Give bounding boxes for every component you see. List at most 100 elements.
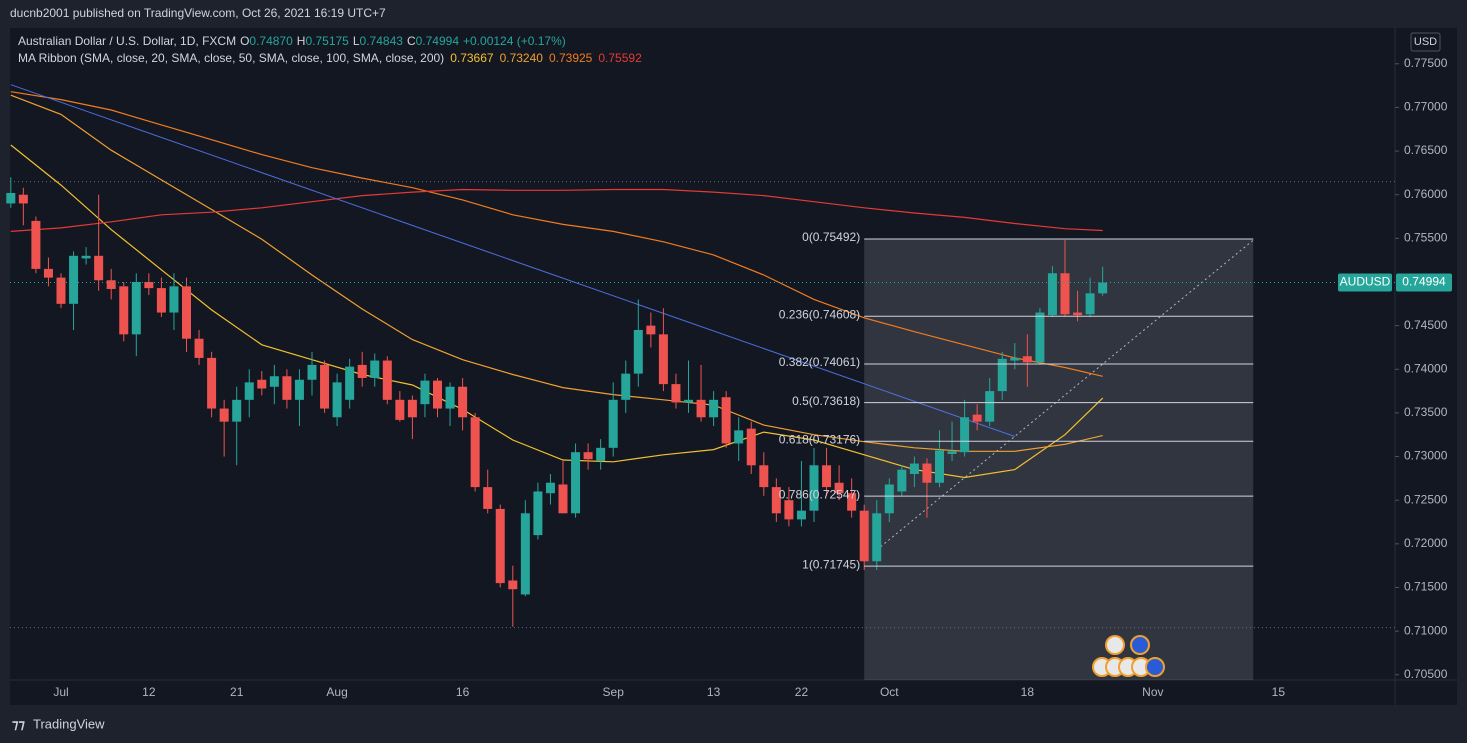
ma-legend-value: 0.73667 [450,51,494,65]
candle-body [658,334,668,385]
candle-body [960,417,970,453]
candle-body [784,500,794,520]
fib-label: 0.618(0.73176) [779,432,860,446]
candle-body [483,487,493,509]
candle-body [119,286,129,335]
footer: TradingView [33,716,105,731]
candle-body [671,384,681,403]
ma-legend-value: 0.75592 [598,51,642,65]
candle-body [847,493,857,511]
x-tick-label: Nov [1142,685,1163,699]
candle-body [596,447,606,461]
currency-box[interactable] [1410,32,1441,52]
y-tick-label: 0.76000 [1404,187,1448,201]
candle-body [684,399,693,403]
candle-body [144,281,154,289]
ma-line [10,94,1103,452]
fib-label: 0.382(0.74061) [779,355,860,369]
legend-key: C [407,34,416,48]
candle-body [81,255,91,259]
y-tick-label: 0.74000 [1404,361,1448,375]
candle-body [307,364,317,380]
candle-body [734,430,744,444]
candle-body [859,510,869,562]
legend-key: L [353,34,360,48]
candle-body [822,465,832,488]
trend-line [10,84,1015,437]
fib-label: 1(0.71745) [802,557,860,571]
event-flags [1092,635,1165,677]
candle-body [106,280,116,289]
candle-body [571,452,581,514]
symbol-tag-label: AUDUSD [1340,275,1391,289]
candle-body [433,380,442,409]
candle-body [935,450,944,483]
candle-body [219,408,229,422]
y-tick-label: 0.71000 [1404,623,1448,637]
candle-body [370,360,380,379]
y-tick-label: 0.70500 [1404,667,1448,681]
candle-body [382,360,392,400]
candle-body [520,513,530,595]
candle-body [884,484,894,514]
y-tick-label: 0.72000 [1404,536,1448,550]
candle-body [395,399,405,420]
y-tick-label: 0.71500 [1404,580,1448,594]
candle-body [182,286,191,339]
fib-zone [864,239,1254,680]
candle-body [897,469,907,492]
price-tag [1396,273,1452,292]
candle-body [420,380,430,405]
candle-body [947,451,957,454]
candle-body [94,255,104,281]
candle-body [6,192,16,204]
price-tag-label: 0.74994 [1402,275,1446,289]
candle-body [232,399,242,422]
candle-body [558,484,568,514]
candle-body [357,364,367,379]
candle-body [633,329,643,374]
y-tick-label: 0.73000 [1404,449,1448,463]
candle-body [771,487,781,514]
legend-value: 0.74994 [416,34,460,48]
candle-body [608,399,618,448]
ma-line [10,91,1103,377]
candle-body [583,452,593,460]
header: ducnb2001 published on TradingView.com, … [10,6,386,20]
candle-body [746,428,756,466]
candle-body [470,417,480,488]
ma-legend: MA Ribbon (SMA, close, 20, SMA, close, 5… [18,51,444,65]
candle-body [872,513,882,562]
y-tick-label: 0.76500 [1404,143,1448,157]
candle-body [458,386,468,418]
candle-body [18,194,28,204]
candle-body [56,277,66,304]
x-tick-label: 15 [1272,685,1286,699]
candle-body [508,580,518,590]
x-tick-label: Sep [603,685,625,699]
legend-value: 0.74870 [249,34,293,48]
candle-body [207,357,217,409]
plot: 0(0.75492) 0.236(0.74608) 0.382(0.74061) 0.… [6,63,1399,680]
x-tick-label: Oct [880,685,899,699]
legend-key: H [297,34,306,48]
ma-line [10,188,1103,232]
candle-body [407,399,417,418]
y-tick-label: 0.77500 [1404,56,1448,70]
candle-body [621,373,631,400]
y-tick-label: 0.75500 [1404,231,1448,245]
candle-body [156,288,166,313]
legend-value: 0.75175 [305,34,349,48]
candle-body [533,491,543,536]
candle-body [169,286,179,313]
legend: Australian Dollar / U.S. Dollar, 1D, FXC… [18,34,566,48]
candle-body [545,482,555,494]
y-tick-label: 0.72500 [1404,492,1448,506]
candle-body [445,386,455,409]
candle-body [834,482,844,494]
legend-key: O [240,34,249,48]
y-tick-label: 0.77000 [1404,100,1448,114]
candle-body [1047,273,1057,316]
candle-body [909,463,919,475]
candle-body [997,358,1007,392]
